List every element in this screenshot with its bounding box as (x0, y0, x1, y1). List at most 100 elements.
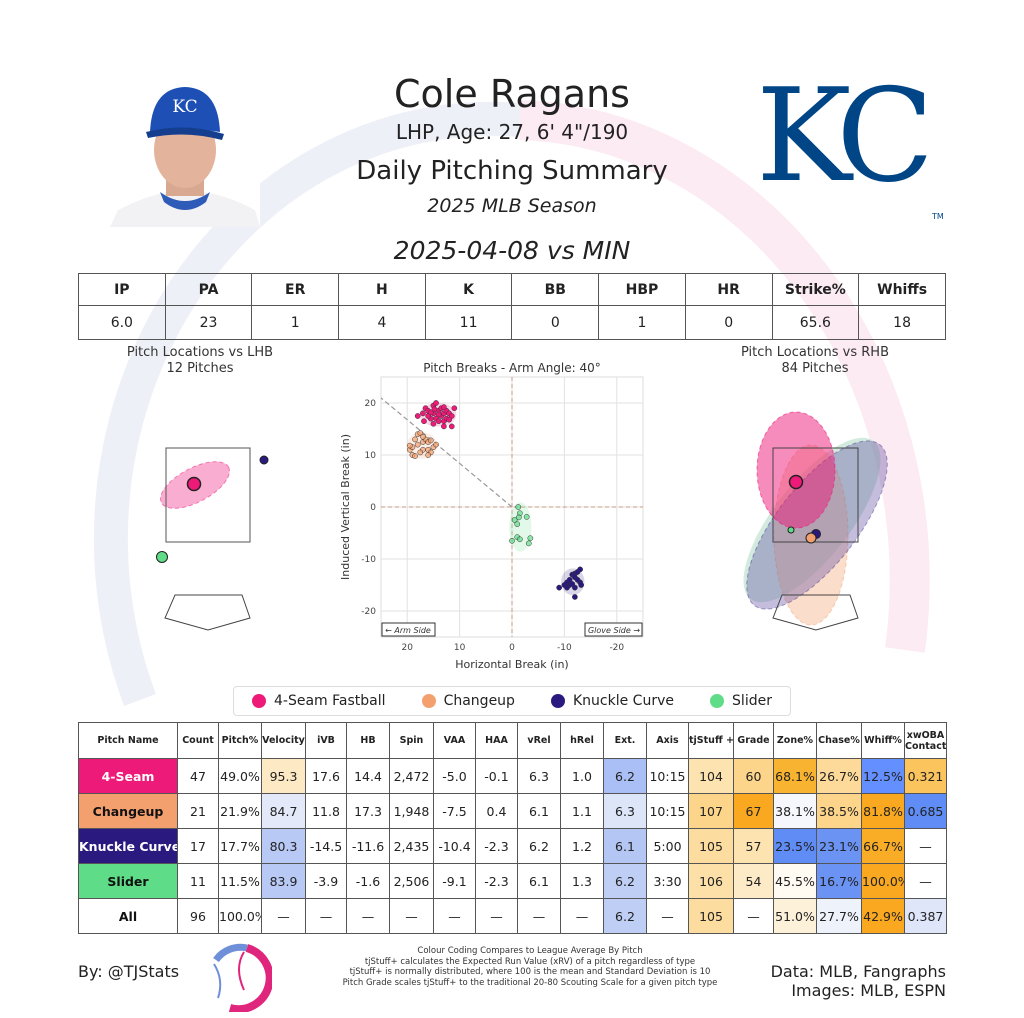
pitch-point (427, 437, 434, 444)
table-cell: 6.2 (603, 863, 647, 899)
x-axis-label: Horizontal Break (in) (455, 658, 568, 671)
column-header: Ext. (603, 722, 647, 759)
table-cell: 84.7 (261, 793, 306, 829)
pitch-point (427, 409, 434, 416)
table-cell: -2.3 (475, 828, 518, 864)
pitch-point (420, 433, 426, 440)
slider-location-point (156, 551, 168, 563)
pitch-point (435, 411, 442, 418)
legend-label: Changeup (443, 693, 515, 709)
y-tick-label: -20 (361, 607, 376, 617)
table-cell: — (904, 863, 947, 899)
table-cell: -11.6 (346, 828, 390, 864)
table-cell: 16.7% (816, 863, 862, 899)
pitch-point (578, 582, 585, 588)
stat-value: 18 (858, 305, 946, 340)
table-cell: 107 (688, 793, 734, 829)
table-cell: -0.1 (475, 758, 518, 794)
table-cell: — (475, 898, 518, 934)
column-header: hRel (560, 722, 604, 759)
strike-zone (772, 447, 859, 543)
table-cell: 105 (688, 898, 734, 934)
table-cell: 6.1 (517, 863, 561, 899)
legend-item-fourseam: 4-Seam Fastball (252, 693, 386, 709)
pitch-point (414, 441, 421, 448)
table-cell: 10:15 (646, 758, 689, 794)
pitch-point (515, 504, 522, 510)
x-tick-label: 0 (509, 643, 515, 653)
stat-header: IP (78, 273, 166, 306)
footnote: tjStuff+ calculates the Expected Run Val… (364, 956, 696, 967)
lhb-location-title: Pitch Locations vs LHB 12 Pitches (90, 345, 310, 377)
stat-header: HR (684, 273, 773, 306)
pitch-point (421, 418, 427, 425)
x-tick-label: 10 (454, 643, 466, 653)
cap-logo: KC (172, 97, 197, 117)
pitch-point (514, 521, 521, 528)
table-cell: -1.6 (346, 863, 390, 899)
table-cell: 38.5% (816, 793, 862, 829)
pitch-point (406, 442, 413, 449)
stat-value: 11 (424, 305, 513, 340)
table-cell: 0.387 (904, 898, 947, 934)
column-header: Spin (389, 722, 434, 759)
column-header: Velocity (261, 722, 306, 759)
stat-value: 4 (338, 305, 426, 340)
strike-zone (165, 447, 251, 543)
rhb-location-title: Pitch Locations vs RHB 84 Pitches (700, 345, 930, 377)
table-cell: 38.1% (773, 793, 817, 829)
column-header: Count (177, 722, 219, 759)
pitch-point (412, 453, 418, 459)
x-tick-label: -20 (609, 643, 624, 653)
pitch-point (523, 514, 530, 520)
table-cell: 1,948 (389, 793, 434, 829)
y-tick-label: 0 (370, 503, 376, 513)
table-cell: 45.5% (773, 863, 817, 899)
rhb-count: 84 Pitches (781, 361, 849, 376)
stat-header: HBP (598, 273, 686, 306)
pitch-name-cell: Knuckle Curve (78, 828, 178, 864)
table-cell: 60 (733, 758, 774, 794)
pitch-point (435, 418, 442, 425)
table-cell: 95.3 (261, 758, 306, 794)
table-row: 4-Seam 47 49.0% 95.3 17.6 14.4 2,472 -5.0 -0.1 6.… (78, 758, 947, 794)
legend-label: 4-Seam Fastball (274, 693, 386, 709)
table-cell: — (904, 828, 947, 864)
arm-side-box (381, 622, 436, 637)
pitch-name-cell: Slider (78, 863, 178, 899)
table-cell: 26.7% (816, 758, 862, 794)
pitch-name-cell: Changeup (78, 793, 178, 829)
pitch-point (451, 405, 458, 412)
x-tick-label: 20 (401, 643, 413, 653)
table-cell: 100.0% (861, 863, 905, 899)
y-axis-label: Induced Vertical Break (in) (340, 434, 352, 580)
pitch-point (417, 449, 424, 456)
y-tick-label: -10 (361, 555, 376, 565)
y-tick-label: 20 (365, 399, 377, 409)
table-cell: — (433, 898, 476, 934)
pitch-point (556, 584, 563, 591)
player-name: Cole Ragans (394, 72, 630, 116)
column-header: HB (346, 722, 390, 759)
arm-angle-line (380, 397, 513, 508)
table-cell: 67 (733, 793, 774, 829)
table-cell: 47 (177, 758, 219, 794)
table-cell: -14.5 (305, 828, 347, 864)
legend-marker-icon (421, 694, 436, 708)
legend-item-slider: Slider (710, 693, 772, 709)
rhb-location-plot (743, 411, 888, 631)
game-label: 2025-04-08 vs MIN (393, 236, 631, 265)
team-logo-trademark: TM (932, 212, 944, 221)
table-cell: 12.5% (861, 758, 905, 794)
stat-value: 1 (598, 305, 686, 340)
pitch-point (564, 584, 570, 591)
table-cell: 106 (688, 863, 734, 899)
pitch-point (511, 517, 518, 523)
table-cell: 54 (733, 863, 774, 899)
pitch-point (515, 514, 522, 521)
arm-side-annotation: ← Arm Side (385, 626, 431, 635)
footnotes: Colour Coding Compares to League Average… (330, 946, 730, 988)
author-credit: By: @TJStats (78, 962, 180, 981)
table-cell: 104 (688, 758, 734, 794)
data-source: Data: MLB, Fangraphs (770, 962, 946, 981)
